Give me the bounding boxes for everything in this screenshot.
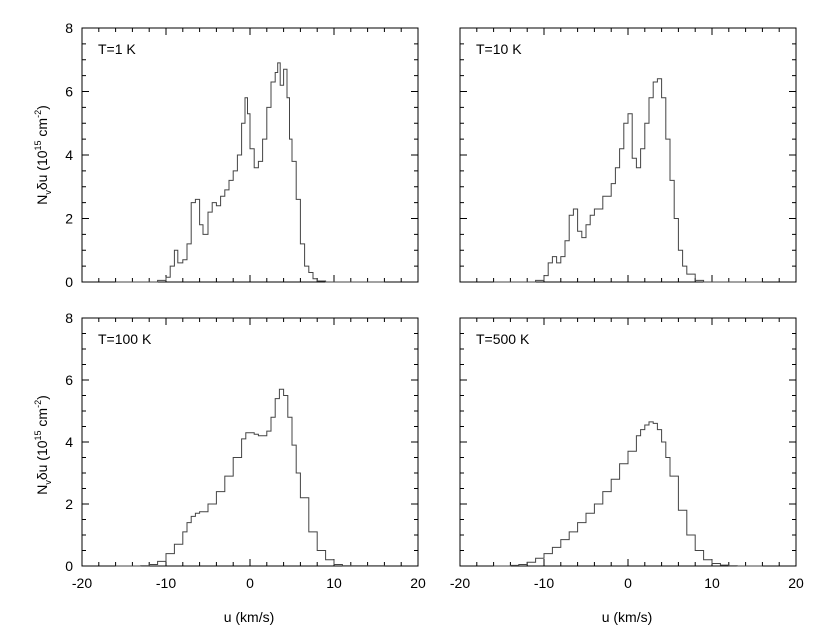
panel-1: 0 2 4 6 8 T=1 K [65,20,419,290]
y-tick-label: 0 [65,558,73,574]
panel-2: T=10 K [459,27,797,283]
panel-3: 0 2 4 6 8 -20 -10 0 10 20 T=100 K [65,310,426,591]
y-axis-title-bottom: Nvδu (1015 cm-2) [33,395,53,495]
panel-label: T=10 K [476,41,522,57]
series-line [115,62,385,283]
panel-label: T=100 K [98,331,152,347]
y-tick-label: 2 [65,496,73,512]
x-tick-label: -20 [450,575,470,591]
x-tick-label: 20 [410,575,426,591]
series-line [493,421,763,567]
y-tick-label: 6 [65,372,73,388]
panel-label: T=1 K [98,41,136,57]
x-axis-title-left: u (km/s) [224,609,275,625]
plot-frame [81,317,419,567]
x-tick-label: 0 [624,575,632,591]
panel-4: -20 -10 0 10 20 T=500 K [450,317,804,591]
y-axis-title-top: Nvδu (1015 cm-2) [33,105,53,205]
y-tick-label: 6 [65,84,73,100]
x-tick-label: -20 [72,575,92,591]
y-tick-label: 8 [65,310,73,326]
plot-frame [81,27,419,283]
y-tick-label: 2 [65,211,73,227]
y-tick-label: 0 [65,274,73,290]
y-tick-label: 8 [65,20,73,36]
x-tick-label: 20 [788,575,804,591]
panel-label: T=500 K [476,331,530,347]
x-axis-title-right: u (km/s) [602,609,653,625]
x-tick-label: 0 [246,575,254,591]
plot-frame [459,27,797,283]
x-tick-label: 10 [704,575,720,591]
y-tick-label: 4 [65,147,73,163]
y-tick-label: 4 [65,434,73,450]
series-line [115,388,385,567]
x-tick-label: 10 [326,575,342,591]
plot-frame [459,317,797,567]
x-tick-label: -10 [156,575,176,591]
x-tick-label: -10 [534,575,554,591]
series-line [493,78,763,283]
